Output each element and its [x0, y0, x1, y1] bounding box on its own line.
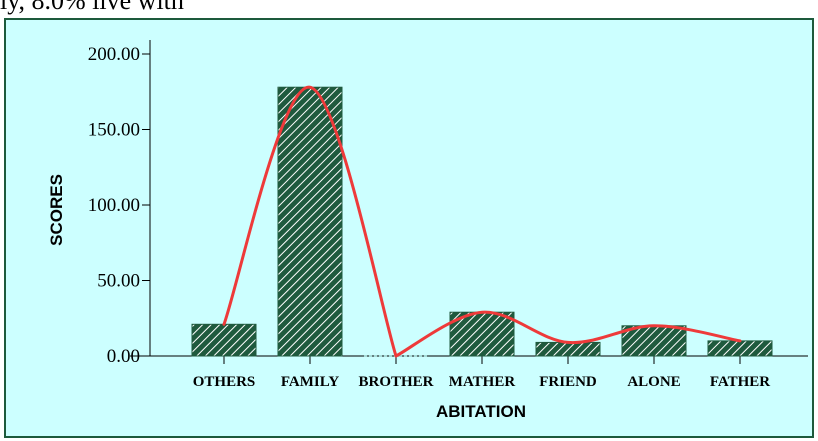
chart-frame: 0.00 50.00 100.00 150.00 200.00 OTHERS FAMILY B…	[4, 18, 814, 438]
category-label-alone: ALONE	[627, 374, 680, 390]
y-tick-label: 150.00	[88, 120, 140, 141]
y-tick-label: 0.00	[107, 346, 140, 367]
trend-line-2	[394, 310, 742, 358]
bar-others	[191, 323, 257, 357]
category-label-others: OTHERS	[193, 374, 256, 390]
category-label-brother: BROTHER	[358, 374, 433, 390]
trend-line-1	[222, 85, 398, 358]
category-label-mather: MATHER	[449, 374, 516, 390]
y-tick-label: 100.00	[88, 195, 140, 216]
y-axis-title: SCORES	[47, 174, 66, 246]
bar-family	[277, 86, 343, 357]
bar-chart: 0.00 50.00 100.00 150.00 200.00 OTHERS FAMILY B…	[47, 40, 808, 421]
caption-fragment: ly, 8.0% live with	[0, 0, 184, 15]
y-tick-label: 200.00	[88, 44, 140, 65]
x-axis-title: ABITATION	[436, 402, 526, 421]
y-tick-label: 50.00	[97, 271, 140, 292]
bar-friend	[535, 341, 601, 357]
bar-father	[707, 340, 773, 357]
category-label-friend: FRIEND	[539, 374, 597, 390]
category-label-father: FATHER	[710, 374, 770, 390]
category-label-family: FAMILY	[281, 374, 340, 390]
